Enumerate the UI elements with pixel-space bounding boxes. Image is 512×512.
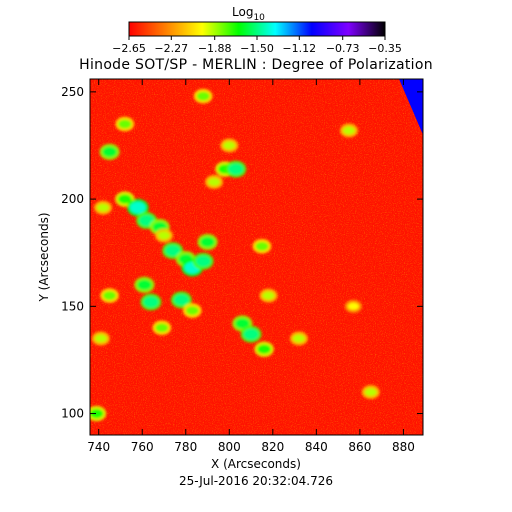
heatmap-patch <box>235 318 250 329</box>
heatmap-patch <box>139 215 155 227</box>
heatmap-patch <box>173 294 189 306</box>
heatmap-patch <box>208 178 220 186</box>
heatmap-patch <box>155 323 169 333</box>
heatmap-corner-region <box>399 79 423 135</box>
colorbar-tick-label: −1.88 <box>198 42 232 55</box>
y-tick-label: 100 <box>61 407 84 421</box>
x-tick-label: 800 <box>218 440 241 454</box>
footer-timestamp: 25-Jul-2016 20:32:04.726 <box>179 474 333 488</box>
colorbar-tick-label: −1.50 <box>240 42 274 55</box>
heatmap-corner-fill <box>399 79 423 135</box>
heatmap-patch <box>255 241 269 251</box>
chart-title: Hinode SOT/SP - MERLIN : Degree of Polar… <box>79 57 433 73</box>
heatmap-patch <box>137 279 152 290</box>
colorbar-bar <box>128 21 386 37</box>
y-tick-label: 250 <box>61 85 84 99</box>
y-axis-label: Y (Arcseconds) <box>37 212 51 302</box>
heatmap-patch <box>195 255 211 267</box>
heatmap-patch <box>102 146 117 158</box>
heatmap-patch <box>185 306 199 315</box>
heatmap-patch <box>118 194 132 204</box>
x-tick-label: 860 <box>348 440 371 454</box>
colorbar-tick-label: −0.35 <box>368 42 402 55</box>
heatmap-patch <box>165 245 181 257</box>
heatmap-patch <box>223 141 236 150</box>
heatmap-patch <box>228 163 244 175</box>
heatmap-patch <box>243 328 259 340</box>
colorbar-ticks: −2.65 −2.27 −1.88 −1.50 −1.12 −0.73 −0.35 <box>112 36 402 55</box>
heatmap-patch <box>293 334 305 343</box>
colorbar-title: Log10 <box>232 5 265 23</box>
heatmap-patch <box>118 119 132 129</box>
x-axis: 740 760 780 800 820 840 860 880 <box>87 79 415 454</box>
heatmap-patch <box>200 236 215 248</box>
colorbar-tick-label: −2.65 <box>112 42 146 55</box>
heatmap-patch <box>94 334 107 343</box>
heatmap-patch <box>97 203 109 212</box>
y-axis: 100 150 200 250 <box>61 85 423 421</box>
heatmap-patch <box>103 291 116 300</box>
colorbar-tick-label: −2.27 <box>154 42 188 55</box>
y-tick-label: 150 <box>61 299 84 313</box>
x-tick-label: 840 <box>305 440 328 454</box>
heatmap-patch <box>90 408 104 419</box>
plot-frame <box>89 78 424 436</box>
heatmap-patch <box>347 302 359 310</box>
heatmap-patch <box>262 291 275 300</box>
x-tick-label: 780 <box>174 440 197 454</box>
colorbar: Log10 −2.65 −2.27 −1.88 −1.50 −1.12 −0.73 −0.3… <box>112 5 402 55</box>
heatmap-patch <box>143 296 159 308</box>
colorbar-tick-label: −0.73 <box>326 42 360 55</box>
x-tick-label: 820 <box>261 440 284 454</box>
heatmap-patch <box>257 344 271 354</box>
heatmap-patch <box>129 201 146 214</box>
heatmap-patch <box>364 388 377 397</box>
heatmap-patch <box>343 126 355 135</box>
heatmap-patches <box>90 88 380 422</box>
x-tick-label: 740 <box>87 440 110 454</box>
x-tick-label: 760 <box>131 440 154 454</box>
heatmap-patch <box>196 91 210 101</box>
heatmap-patch <box>158 231 170 240</box>
y-tick-label: 200 <box>61 192 84 206</box>
plot-area: 740 760 780 800 820 840 860 880 100 150 200 250 <box>61 78 424 454</box>
colorbar-tick-label: −1.12 <box>282 42 316 55</box>
x-axis-label: X (Arcseconds) <box>211 457 301 471</box>
heatmap-texture <box>90 79 423 435</box>
x-tick-label: 880 <box>392 440 415 454</box>
